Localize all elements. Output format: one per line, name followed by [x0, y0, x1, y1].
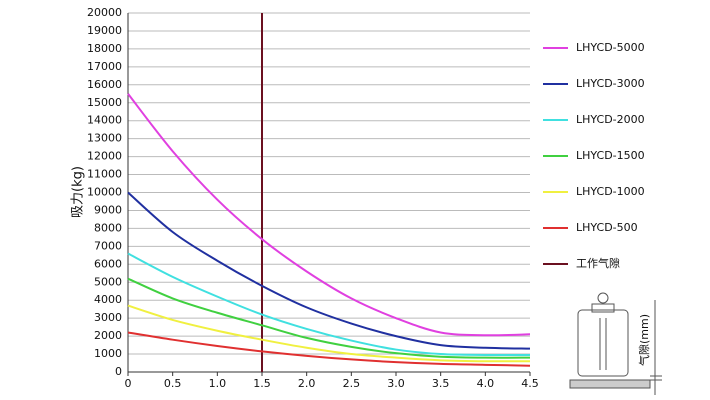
y-tick-label: 20000	[87, 6, 122, 19]
y-tick-label: 13000	[87, 132, 122, 145]
x-tick-label: 2.5	[343, 377, 361, 390]
legend-label: LHYCD-5000	[576, 41, 645, 54]
x-tick-label: 4.5	[521, 377, 539, 390]
x-tick-label: 0.5	[164, 377, 182, 390]
bolt	[597, 292, 609, 304]
legend-label: LHYCD-2000	[576, 113, 645, 126]
legend-label: LHYCD-1000	[576, 185, 645, 198]
y-tick-label: 14000	[87, 114, 122, 127]
series-line	[127, 304, 531, 363]
bolt-head	[591, 303, 615, 313]
x-tick-label: 2.0	[298, 377, 316, 390]
series-line	[127, 331, 531, 367]
y-tick-label: 9000	[94, 203, 122, 216]
y-tick-label: 6000	[94, 257, 122, 270]
x-tick-label: 4.0	[477, 377, 495, 390]
y-tick-label: 8000	[94, 221, 122, 234]
legend-label: LHYCD-500	[576, 221, 638, 234]
y-tick-label: 19000	[87, 24, 122, 37]
series-line	[127, 93, 531, 337]
x-tick-label: 3.0	[387, 377, 405, 390]
legend-label: 工作气隙	[576, 256, 620, 270]
legend-label: LHYCD-1500	[576, 149, 645, 162]
magnet-body	[577, 309, 629, 377]
y-tick-label: 18000	[87, 42, 122, 55]
y-tick-label: 10000	[87, 186, 122, 199]
series-line	[127, 277, 531, 359]
y-tick-label: 0	[115, 365, 122, 378]
inset-diagram	[569, 292, 662, 395]
y-tick-label: 2000	[94, 329, 122, 342]
x-tick-label: 1.5	[253, 377, 271, 390]
y-tick-label: 12000	[87, 150, 122, 163]
y-tick-label: 3000	[94, 311, 122, 324]
y-axis-label: 吸力(kg)	[71, 166, 86, 218]
y-tick-label: 1000	[94, 347, 122, 360]
series-line	[127, 191, 531, 350]
y-tick-label: 17000	[87, 60, 122, 73]
y-tick-label: 15000	[87, 96, 122, 109]
y-tick-label: 7000	[94, 239, 122, 252]
x-tick-label: 3.5	[432, 377, 450, 390]
legend-label: LHYCD-3000	[576, 77, 645, 90]
y-tick-label: 5000	[94, 275, 122, 288]
x-tick-label: 1.0	[209, 377, 227, 390]
y-tick-label: 16000	[87, 78, 122, 91]
base-plate	[569, 379, 651, 389]
inset-label: 气隙(mm)	[637, 314, 651, 366]
series-line	[127, 252, 531, 357]
y-tick-label: 4000	[94, 293, 122, 306]
x-tick-label: 0	[125, 377, 132, 390]
y-tick-label: 11000	[87, 168, 122, 181]
